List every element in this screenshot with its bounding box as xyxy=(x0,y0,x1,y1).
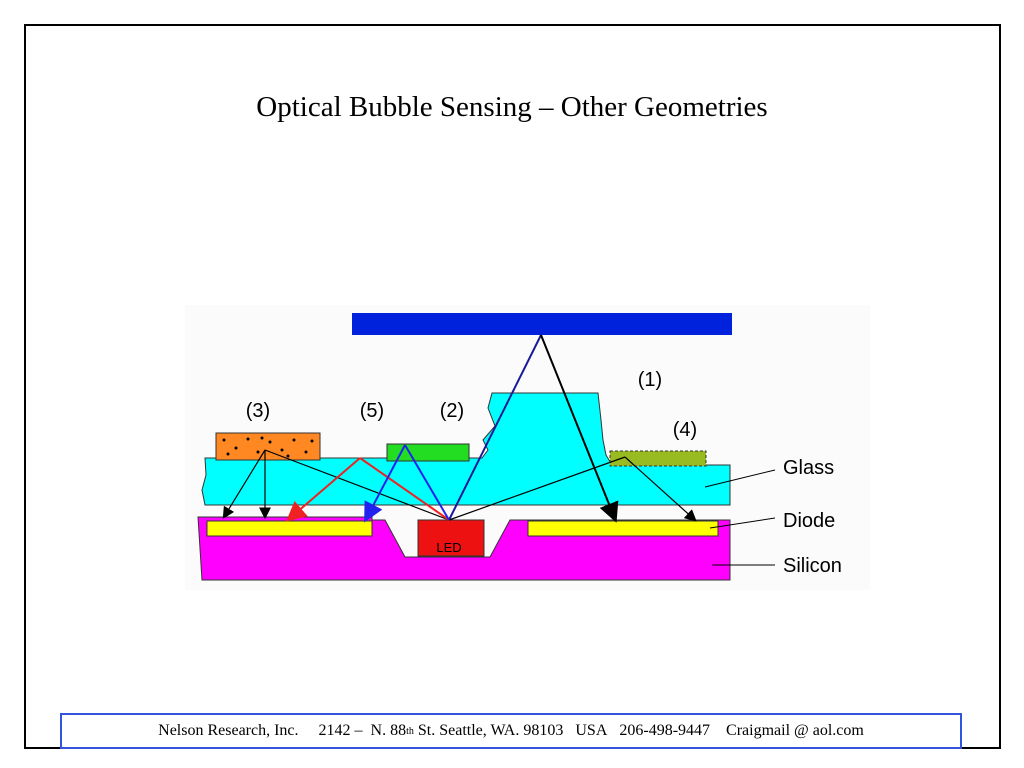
label: (3) xyxy=(246,400,270,422)
led xyxy=(417,519,485,557)
layer-label: Diode xyxy=(783,510,835,532)
bubble-3 xyxy=(215,432,321,461)
layer-label: Glass xyxy=(783,457,834,479)
phone: 206-498-9447 xyxy=(619,722,711,739)
label: (2) xyxy=(440,400,464,422)
bubble-4 xyxy=(609,450,707,467)
street: 2142 – N. 88 xyxy=(318,722,407,739)
bubble-5 xyxy=(386,443,470,462)
diagram: (1) (2) (3) (4) (5) Glass Diode Silicon … xyxy=(185,305,870,590)
particles xyxy=(222,436,314,458)
layer-label: Silicon xyxy=(783,555,842,577)
street-sup: th xyxy=(406,725,414,737)
title: Optical Bubble Sensing – Other Geometrie… xyxy=(256,91,767,123)
labels: (1) (2) (3) (4) (5) Glass Diode Silicon … xyxy=(246,369,842,577)
label: (1) xyxy=(638,369,662,391)
diode xyxy=(206,520,373,537)
email: Craigmail @ aol.com xyxy=(726,722,864,739)
label: (5) xyxy=(360,400,384,422)
company: Nelson Research, Inc. xyxy=(158,722,299,739)
bubble-surface xyxy=(352,313,732,335)
led-label: LED xyxy=(436,540,461,555)
diode xyxy=(527,520,719,537)
street-rest: St. Seattle, WA. 98103 xyxy=(413,722,564,739)
label: (4) xyxy=(673,419,697,441)
rays xyxy=(222,334,776,566)
country: USA xyxy=(575,722,608,739)
